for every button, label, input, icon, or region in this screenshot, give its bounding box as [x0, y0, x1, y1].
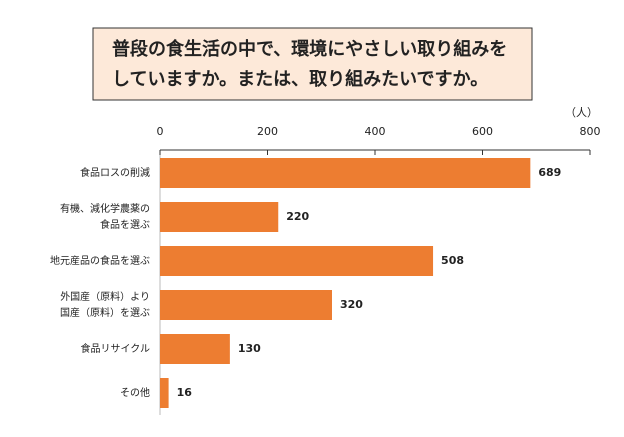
y-tick-label: 食品を選ぶ [100, 218, 150, 231]
y-tick-label: 食品リサイクル [81, 342, 151, 355]
x-tick-label: 400 [365, 125, 386, 138]
bar [160, 246, 434, 276]
chart-title: していますか。または、取り組みたいですか。 [112, 68, 488, 90]
bar [160, 290, 332, 320]
value-label: 320 [340, 298, 363, 311]
value-label: 508 [441, 254, 464, 267]
y-tick-label: 国産（原料）を選ぶ [60, 306, 150, 319]
x-tick-label: 600 [472, 125, 493, 138]
chart-title: 普段の食生活の中で、環境にやさしい取り組みを [112, 38, 507, 60]
value-label: 130 [238, 342, 261, 355]
bar [160, 378, 169, 408]
y-tick-label: 有機、減化学農薬の [60, 202, 150, 215]
y-tick-label: 食品ロスの削減 [80, 166, 150, 179]
value-label: 16 [177, 386, 193, 399]
value-label: 220 [286, 210, 309, 223]
bar [160, 158, 531, 188]
axis-unit: （人） [565, 106, 598, 119]
x-tick-label: 200 [257, 125, 278, 138]
bar [160, 202, 279, 232]
y-tick-label: 外国産（原料）より [60, 290, 150, 303]
value-label: 689 [538, 166, 561, 179]
x-tick-label: 800 [580, 125, 601, 138]
y-tick-label: 地元産品の食品を選ぶ [50, 254, 150, 267]
x-tick-label: 0 [157, 125, 164, 138]
y-tick-label: その他 [120, 386, 150, 399]
bar [160, 334, 230, 364]
title-box [92, 27, 533, 101]
